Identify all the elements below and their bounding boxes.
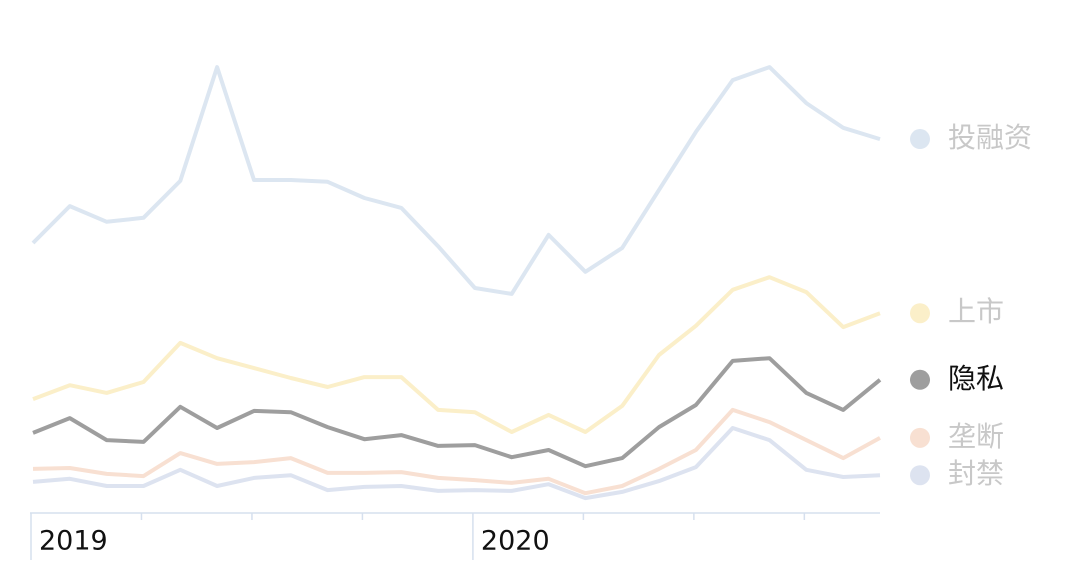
legend-marker xyxy=(910,465,930,486)
legend-label: 封禁 xyxy=(948,457,1004,490)
x-tick-label: 2020 xyxy=(481,526,550,557)
series-line xyxy=(32,275,881,434)
legend-label: 垄断 xyxy=(948,420,1004,453)
legend-marker xyxy=(910,369,930,390)
series-line xyxy=(32,407,881,496)
series-line xyxy=(31,65,881,296)
legend-label: 上市 xyxy=(948,295,1004,328)
series-line xyxy=(32,356,882,469)
legend-label: 隐私 xyxy=(948,362,1004,395)
legend-marker xyxy=(910,303,930,324)
x-tick-label: 2019 xyxy=(39,526,108,557)
series-line xyxy=(32,426,881,501)
legend-label: 投融资 xyxy=(948,121,1032,154)
legend-marker xyxy=(910,129,930,150)
legend-marker xyxy=(910,427,930,448)
